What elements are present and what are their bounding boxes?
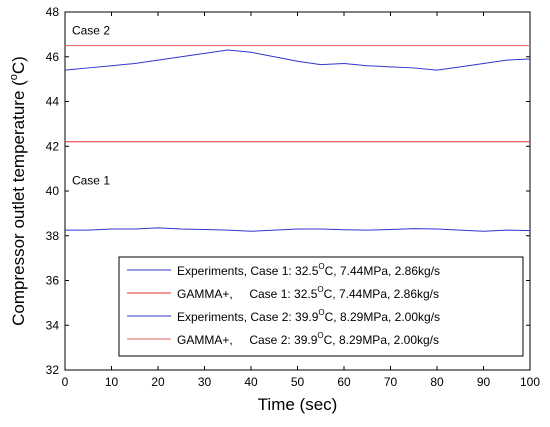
x-tick-label: 70 — [384, 375, 398, 389]
y-axis-label-main: Compressor outlet temperature ( — [9, 80, 28, 326]
x-tick-label: 60 — [337, 375, 351, 389]
series-line-2 — [64, 49, 531, 71]
legend-entry-suffix: C, 7.44MPa, 2.86kg/s — [325, 264, 440, 278]
x-tick-label: 10 — [105, 375, 119, 389]
x-tick-label: 90 — [477, 375, 491, 389]
legend-entry-suffix: C, 8.29MPa, 2.00kg/s — [325, 310, 440, 324]
x-tick-label: 80 — [430, 375, 444, 389]
y-axis-label-tail: C) — [9, 56, 28, 74]
y-tick-label: 46 — [46, 50, 60, 64]
y-axis-label-degree: o — [8, 74, 20, 80]
legend-box — [118, 256, 524, 357]
legend-entry-suffix: C, 7.44MPa, 2.86kg/s — [324, 287, 439, 301]
legend-entry-degree: O — [318, 308, 324, 317]
x-tick-label: 30 — [198, 375, 212, 389]
y-tick-label: 48 — [46, 5, 60, 19]
y-tick-label: 32 — [46, 363, 60, 377]
y-tick-label: 44 — [46, 95, 60, 109]
legend-entry-prefix: Experiments, Case 2: 39.9 — [177, 310, 319, 324]
legend-entry-degree: O — [317, 285, 323, 294]
legend-entry: GAMMA+, Case 1: 32.5OC, 7.44MPa, 2.86kg/… — [177, 285, 439, 301]
annotation-label: Case 1 — [72, 173, 110, 187]
x-tick-label: 40 — [244, 375, 258, 389]
y-tick-label: 38 — [46, 229, 60, 243]
x-axis-label: Time (sec) — [258, 395, 338, 414]
legend-entry-prefix: Experiments, Case 1: 32.5 — [177, 264, 319, 278]
y-tick-label: 34 — [46, 318, 60, 332]
x-tick-label: 0 — [62, 375, 69, 389]
legend-entry: GAMMA+, Case 2: 39.9OC, 8.29MPa, 2.00kg/… — [177, 331, 439, 347]
y-tick-label: 40 — [46, 184, 60, 198]
series-line-0 — [65, 227, 531, 232]
annotation-label: Case 2 — [72, 23, 110, 37]
legend-entry: Experiments, Case 2: 39.9OC, 8.29MPa, 2.… — [177, 308, 440, 324]
legend-entry-suffix: C, 8.29MPa, 2.00kg/s — [324, 333, 439, 347]
x-tick-label: 20 — [151, 375, 165, 389]
legend-entry-prefix: GAMMA+, Case 1: 32.5 — [177, 287, 318, 301]
y-tick-label: 42 — [46, 139, 60, 153]
y-axis-label: Compressor outlet temperature (oC) — [8, 56, 28, 326]
legend-entry: Experiments, Case 1: 32.5OC, 7.44MPa, 2.… — [177, 262, 440, 278]
x-tick-label: 100 — [520, 375, 540, 389]
legend-entry-degree: O — [317, 331, 323, 340]
legend-entry-degree: O — [318, 262, 324, 271]
y-tick-label: 36 — [46, 274, 60, 288]
legend-entry-prefix: GAMMA+, Case 2: 39.9 — [177, 333, 318, 347]
x-tick-label: 50 — [291, 375, 305, 389]
